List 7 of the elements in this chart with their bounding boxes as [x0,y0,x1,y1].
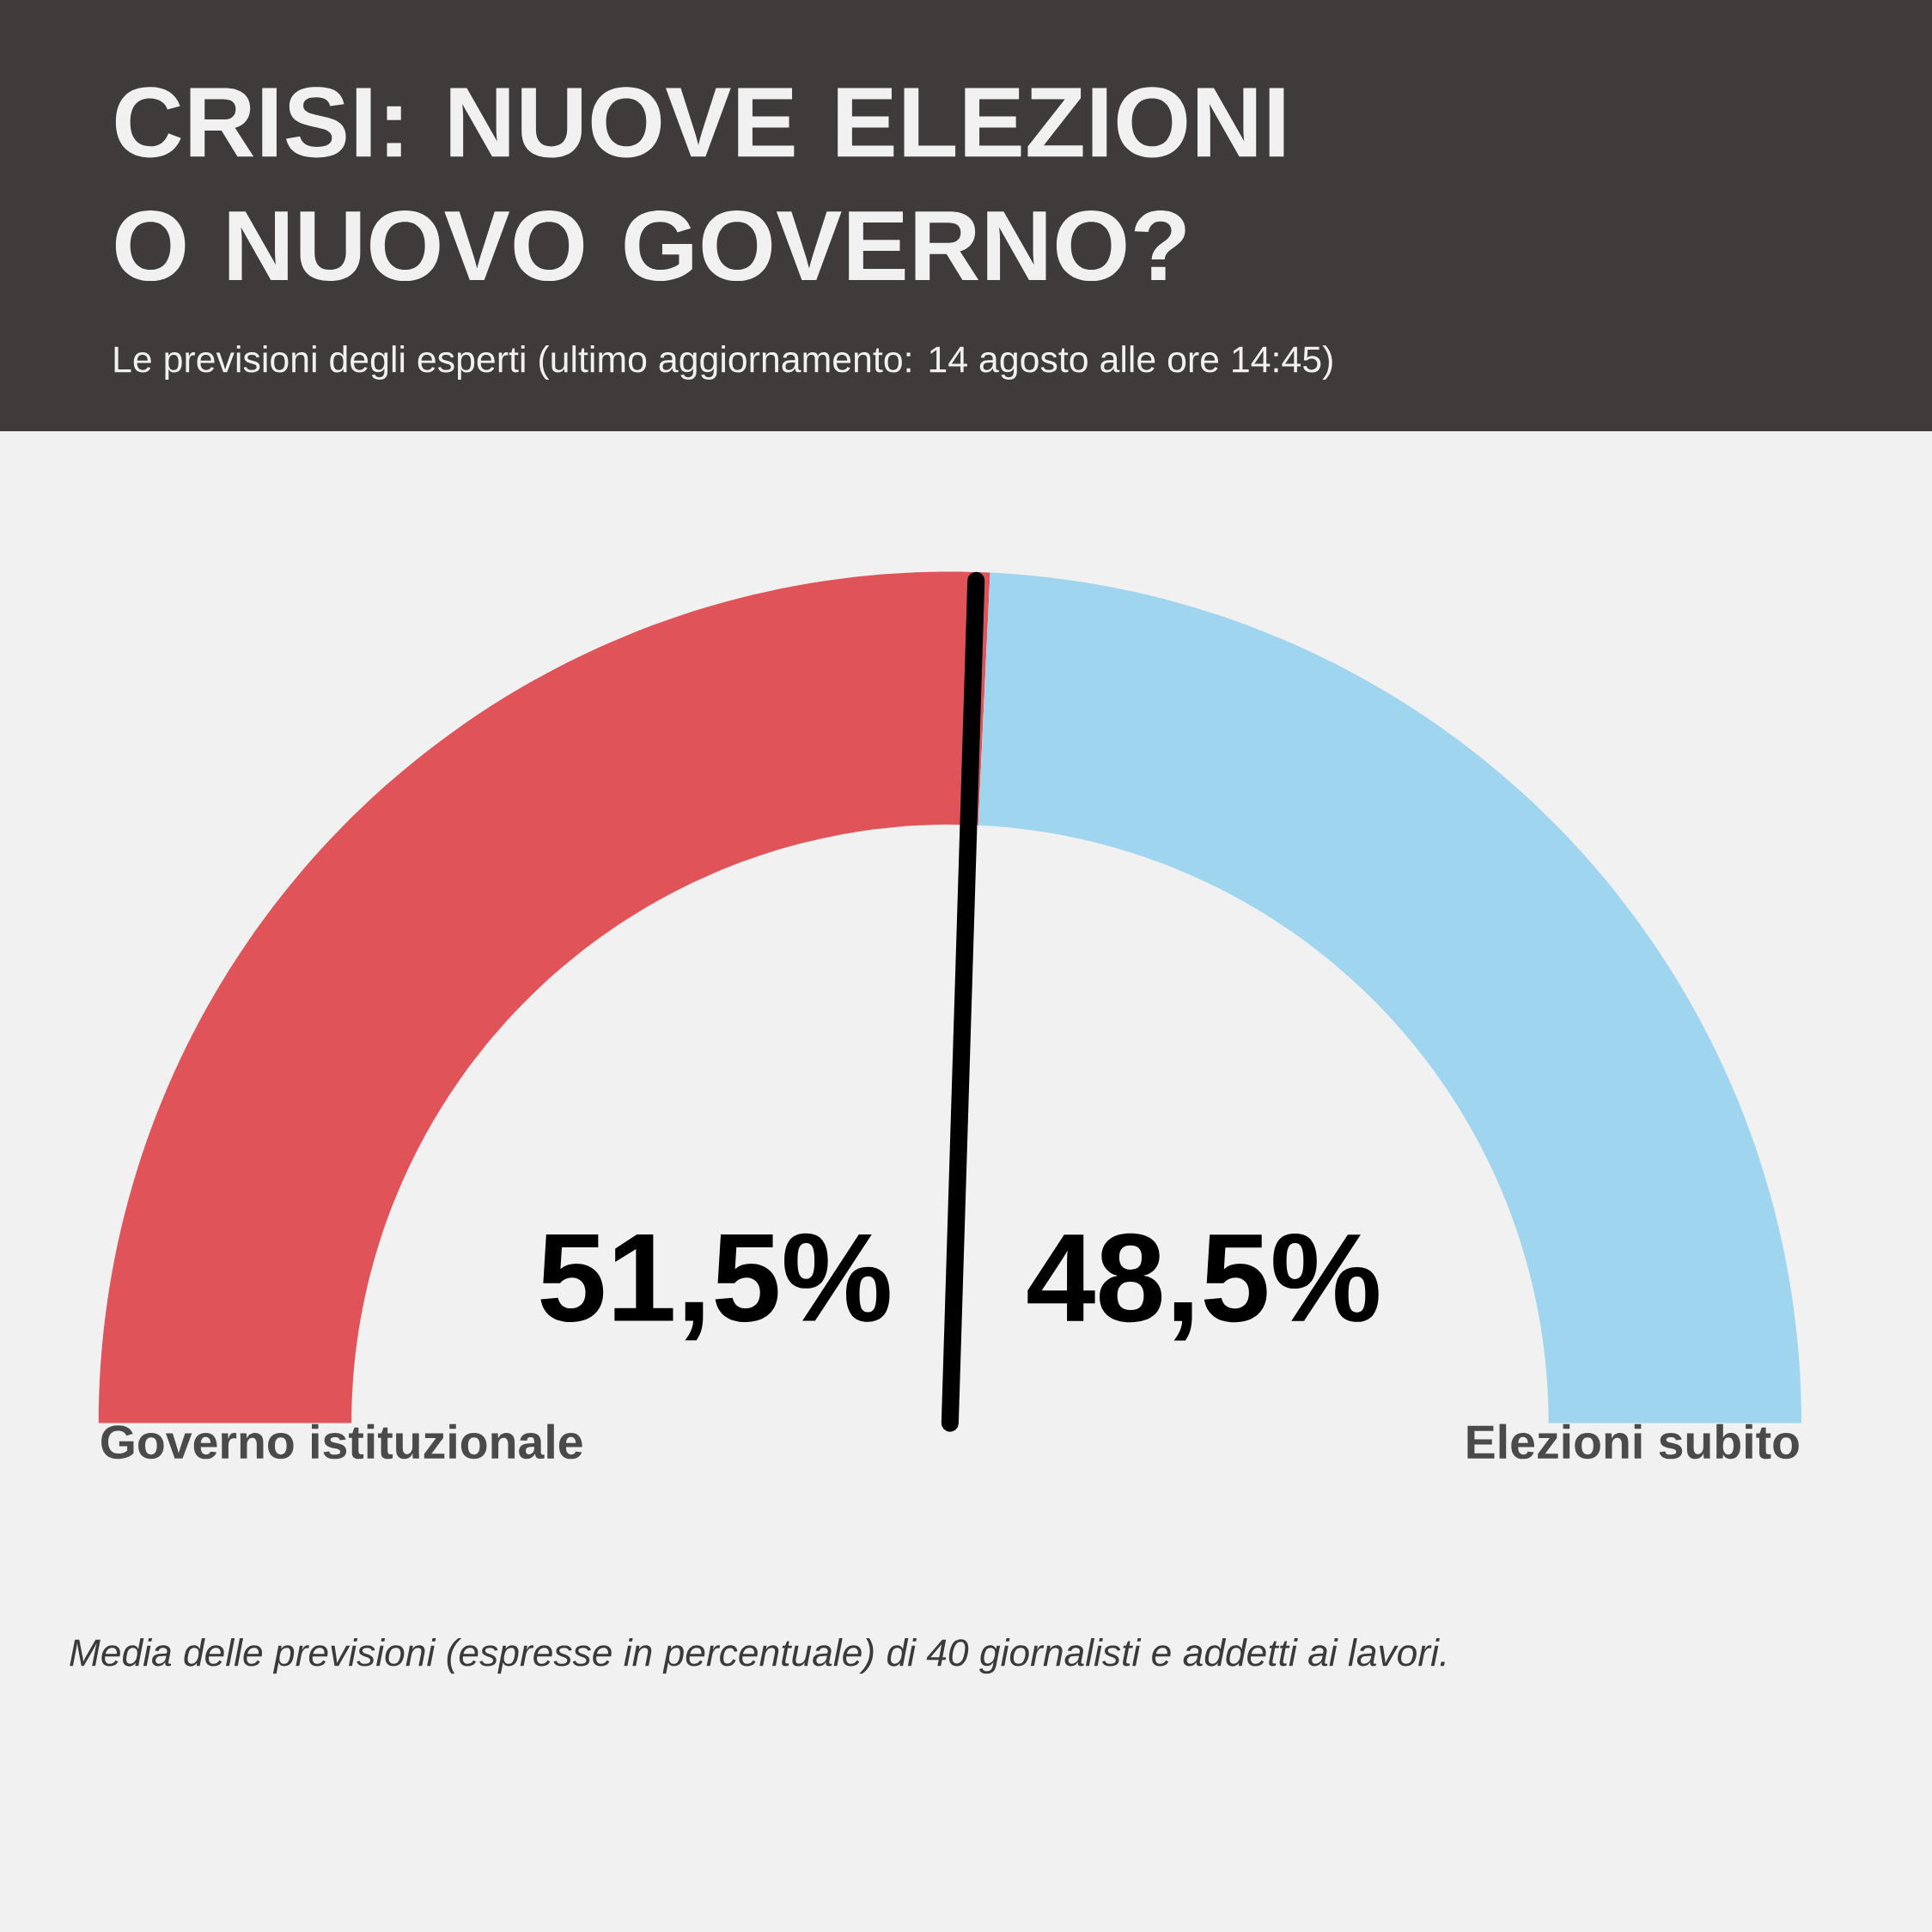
slice-label: Elezioni subito [1467,1423,1799,1460]
data-label: 48,5% [1027,1233,1379,1341]
slice-label: Governo istituzionale [101,1423,582,1460]
data-label: 51,5% [540,1233,890,1341]
chart-subtitle: Le previsioni degli esperti (ultimo aggiornamento: 14 agosto alle ore 14:45) [114,345,1332,380]
text: Media delle previsioni (espresse in percentuale) di 40 giornalisti e addetti ai lavori. [70,1638,1445,1674]
chart-title: CRISI: NUOVE ELEZIONI O NUOVO GOVERNO? [115,87,1284,282]
